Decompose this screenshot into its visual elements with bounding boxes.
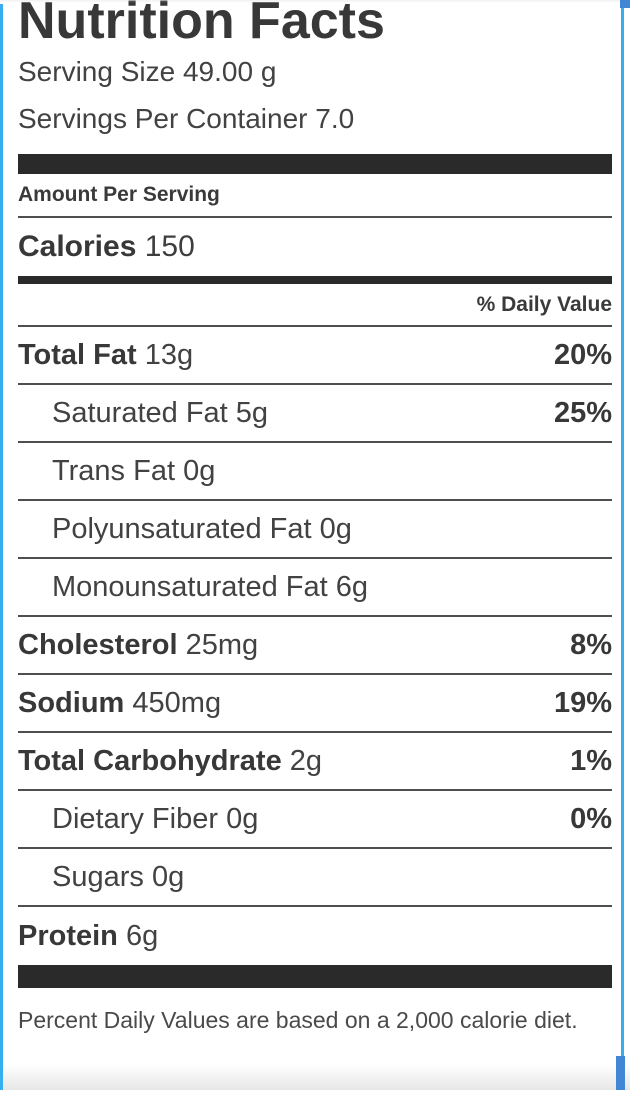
nutrition-label: Nutrition Facts Serving Size 49.00 g Ser… bbox=[18, 0, 612, 1033]
nutrient-name: Cholesterol bbox=[18, 628, 178, 661]
nutrient-row-monounsaturated-fat: Monounsaturated Fat 6g bbox=[18, 559, 612, 617]
label-title: Nutrition Facts bbox=[18, 0, 385, 50]
calories-label: Calories bbox=[18, 230, 137, 263]
daily-value-header: % Daily Value bbox=[18, 284, 612, 327]
calories-value: 150 bbox=[144, 230, 195, 263]
nutrient-name: Sugars bbox=[52, 860, 144, 893]
nutrient-amount: 5g bbox=[235, 396, 269, 429]
nutrient-amount: 6g bbox=[335, 570, 368, 603]
nutrient-name: Trans Fat bbox=[52, 454, 176, 487]
nutrient-name: Dietary Fiber bbox=[52, 802, 218, 835]
bottom-edge-fade bbox=[0, 1064, 630, 1090]
nutrient-amount: 2g bbox=[289, 744, 323, 777]
nutrient-row-polyunsaturated-fat: Polyunsaturated Fat 0g bbox=[18, 501, 612, 559]
separator-bar-top bbox=[18, 154, 612, 174]
amount-per-serving-header: Amount Per Serving bbox=[18, 174, 612, 218]
nutrient-amount: 450mg bbox=[132, 686, 222, 719]
daily-values-footnote: Percent Daily Values are based on a 2,00… bbox=[18, 1007, 578, 1033]
serving-size: Serving Size 49.00 g bbox=[18, 56, 277, 87]
nutrient-amount: 25mg bbox=[185, 628, 259, 661]
nutrient-row-total-fat: Total Fat 13g 20% bbox=[18, 327, 612, 385]
nutrient-name: Protein bbox=[18, 919, 118, 952]
nutrient-amount: 6g bbox=[125, 919, 159, 952]
viewport-highlight-right-edge bbox=[621, 8, 624, 1056]
nutrient-amount: 0g bbox=[183, 454, 216, 487]
daily-value: 19% bbox=[553, 686, 612, 719]
nutrient-row-cholesterol: Cholesterol 25mg 8% bbox=[18, 617, 612, 675]
nutrient-row-saturated-fat: Saturated Fat 5g 25% bbox=[18, 385, 612, 443]
nutrient-name: Polyunsaturated Fat bbox=[52, 512, 312, 545]
nutrient-name: Monounsaturated Fat bbox=[52, 570, 328, 603]
nutrient-name: Total Carbohydrate bbox=[18, 744, 282, 777]
servings-per-container: Servings Per Container 7.0 bbox=[18, 103, 355, 134]
scrollbar-thumb-top[interactable] bbox=[620, 0, 630, 8]
nutrient-amount: 0g bbox=[226, 802, 259, 835]
nutrient-amount: 0g bbox=[319, 512, 352, 545]
nutrient-row-sodium: Sodium 450mg 19% bbox=[18, 675, 612, 733]
daily-value: 0% bbox=[570, 802, 612, 835]
separator-bar-calories bbox=[18, 276, 612, 284]
scrollbar-thumb-bottom[interactable] bbox=[616, 1056, 625, 1090]
nutrient-row-protein: Protein 6g bbox=[18, 907, 612, 965]
nutrient-amount: 13g bbox=[144, 338, 194, 371]
daily-value: 1% bbox=[570, 744, 612, 777]
calories-row: Calories 150 bbox=[18, 218, 612, 276]
daily-value: 25% bbox=[553, 396, 612, 429]
nutrient-amount: 0g bbox=[151, 860, 185, 893]
separator-bar-bottom bbox=[18, 965, 612, 988]
nutrient-row-dietary-fiber: Dietary Fiber 0g 0% bbox=[18, 791, 612, 849]
nutrient-row-trans-fat: Trans Fat 0g bbox=[18, 443, 612, 501]
nutrient-name: Sodium bbox=[18, 686, 125, 719]
daily-value: 20% bbox=[553, 338, 612, 371]
nutrient-name: Total Fat bbox=[18, 338, 137, 371]
nutrient-row-sugars: Sugars 0g bbox=[18, 849, 612, 907]
viewport-highlight-left-edge bbox=[0, 4, 3, 1090]
daily-value: 8% bbox=[570, 628, 612, 661]
nutrient-row-total-carbohydrate: Total Carbohydrate 2g 1% bbox=[18, 733, 612, 791]
nutrient-name: Saturated Fat bbox=[52, 396, 228, 429]
